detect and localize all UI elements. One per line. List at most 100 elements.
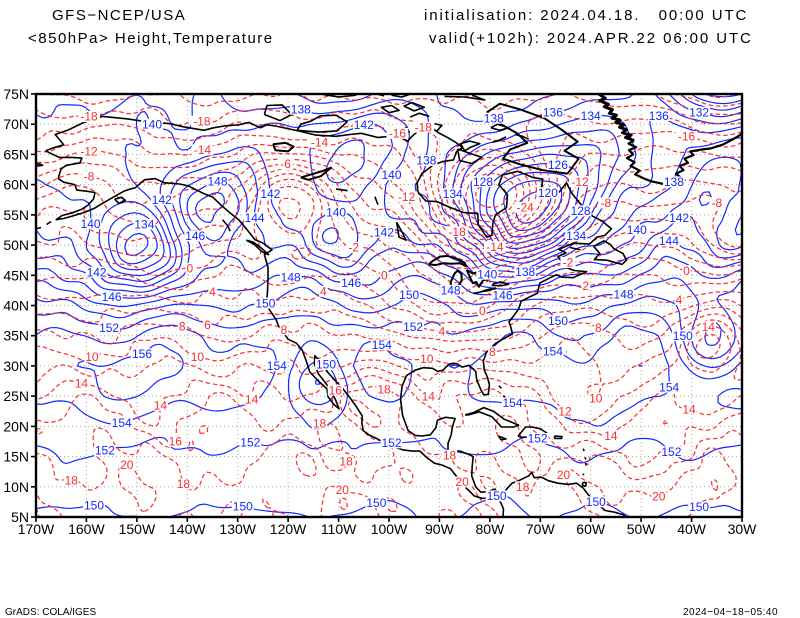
svg-text:4: 4 — [209, 285, 216, 299]
svg-text:138: 138 — [416, 154, 436, 168]
svg-text:8: 8 — [280, 323, 287, 337]
svg-text:16: 16 — [169, 435, 183, 449]
svg-text:-6: -6 — [280, 157, 291, 171]
svg-text:-12: -12 — [80, 144, 98, 158]
svg-text:15N: 15N — [3, 449, 29, 465]
svg-text:140: 140 — [627, 223, 647, 237]
svg-text:60W: 60W — [576, 521, 606, 537]
svg-text:10: 10 — [85, 350, 99, 364]
svg-text:14: 14 — [702, 320, 716, 334]
svg-text:4: 4 — [320, 285, 327, 299]
svg-text:18: 18 — [177, 477, 191, 491]
svg-text:50W: 50W — [627, 521, 657, 537]
svg-text:20N: 20N — [3, 418, 29, 434]
svg-text:8: 8 — [179, 319, 186, 333]
svg-text:40N: 40N — [3, 298, 29, 314]
svg-text:-24: -24 — [517, 201, 535, 215]
svg-text:140: 140 — [477, 267, 497, 281]
svg-text:45N: 45N — [3, 267, 29, 283]
svg-text:154: 154 — [372, 338, 392, 352]
svg-text:134: 134 — [134, 218, 154, 232]
svg-text:142: 142 — [152, 193, 172, 207]
svg-text:50N: 50N — [3, 237, 29, 253]
svg-text:10: 10 — [420, 352, 434, 366]
svg-text:138: 138 — [291, 102, 311, 116]
svg-text:20: 20 — [120, 458, 134, 472]
svg-text:110W: 110W — [321, 521, 357, 537]
svg-text:146: 146 — [341, 276, 361, 290]
svg-text:90W: 90W — [425, 521, 455, 537]
svg-text:148: 148 — [281, 270, 301, 284]
svg-text:154: 154 — [659, 380, 679, 394]
svg-text:-12: -12 — [571, 175, 589, 189]
svg-text:-16: -16 — [678, 130, 696, 144]
svg-text:138: 138 — [515, 265, 535, 279]
svg-text:18: 18 — [377, 382, 391, 396]
svg-text:142: 142 — [374, 226, 394, 240]
svg-text:-2: -2 — [563, 256, 574, 270]
svg-text:154: 154 — [267, 359, 287, 373]
svg-text:5N: 5N — [11, 509, 29, 525]
svg-text:152: 152 — [528, 432, 548, 446]
svg-text:160W: 160W — [68, 521, 105, 537]
svg-text:6: 6 — [204, 318, 211, 332]
svg-text:0: 0 — [381, 269, 388, 283]
svg-text:150: 150 — [689, 500, 709, 514]
svg-text:-16: -16 — [389, 127, 407, 141]
svg-text:70W: 70W — [526, 521, 556, 537]
svg-text:-18: -18 — [80, 110, 98, 124]
svg-text:35N: 35N — [3, 328, 29, 344]
svg-text:25N: 25N — [3, 388, 29, 404]
svg-text:10N: 10N — [3, 479, 29, 495]
svg-text:152: 152 — [403, 320, 423, 334]
svg-text:18: 18 — [65, 473, 79, 487]
svg-text:136: 136 — [649, 109, 669, 123]
svg-text:-8: -8 — [84, 170, 95, 184]
svg-text:130W: 130W — [219, 521, 256, 537]
svg-text:146: 146 — [185, 229, 205, 243]
svg-text:138: 138 — [484, 111, 504, 125]
svg-text:80W: 80W — [476, 521, 506, 537]
svg-text:142: 142 — [354, 118, 374, 132]
svg-text:152: 152 — [381, 436, 401, 450]
svg-text:0: 0 — [683, 264, 690, 278]
svg-text:16: 16 — [329, 383, 343, 397]
svg-text:65N: 65N — [3, 146, 29, 162]
svg-text:14: 14 — [154, 398, 168, 412]
svg-text:156: 156 — [132, 347, 152, 361]
svg-text:140W: 140W — [169, 521, 206, 537]
svg-text:128: 128 — [571, 204, 591, 218]
svg-text:138: 138 — [664, 175, 684, 189]
svg-text:150: 150 — [487, 489, 507, 503]
svg-text:14: 14 — [682, 402, 696, 416]
svg-text:75N: 75N — [3, 86, 29, 102]
svg-text:146: 146 — [492, 289, 512, 303]
svg-text:126: 126 — [548, 158, 568, 172]
svg-text:154: 154 — [112, 416, 132, 430]
svg-text:142: 142 — [669, 211, 689, 225]
svg-text:148: 148 — [441, 284, 461, 298]
svg-text:134: 134 — [443, 187, 463, 201]
svg-text:14: 14 — [422, 389, 436, 403]
svg-text:70N: 70N — [3, 116, 29, 132]
svg-text:10: 10 — [589, 392, 603, 406]
svg-text:150: 150 — [316, 358, 336, 372]
svg-text:150: 150 — [673, 329, 693, 343]
svg-text:140: 140 — [142, 117, 162, 131]
svg-text:150: 150 — [233, 499, 253, 513]
svg-text:18: 18 — [516, 480, 530, 494]
svg-text:150: 150 — [366, 496, 386, 510]
svg-text:-2: -2 — [348, 241, 359, 255]
svg-text:170W: 170W — [18, 521, 55, 537]
svg-text:150: 150 — [255, 296, 275, 310]
svg-text:140: 140 — [381, 168, 401, 182]
svg-text:18: 18 — [313, 417, 327, 431]
svg-text:150: 150 — [399, 288, 419, 302]
svg-text:152: 152 — [240, 436, 260, 450]
svg-text:120: 120 — [538, 186, 558, 200]
svg-text:8: 8 — [595, 321, 602, 335]
svg-text:150: 150 — [586, 495, 606, 509]
svg-text:134: 134 — [581, 109, 601, 123]
svg-text:154: 154 — [502, 396, 522, 410]
svg-text:134: 134 — [566, 229, 586, 243]
